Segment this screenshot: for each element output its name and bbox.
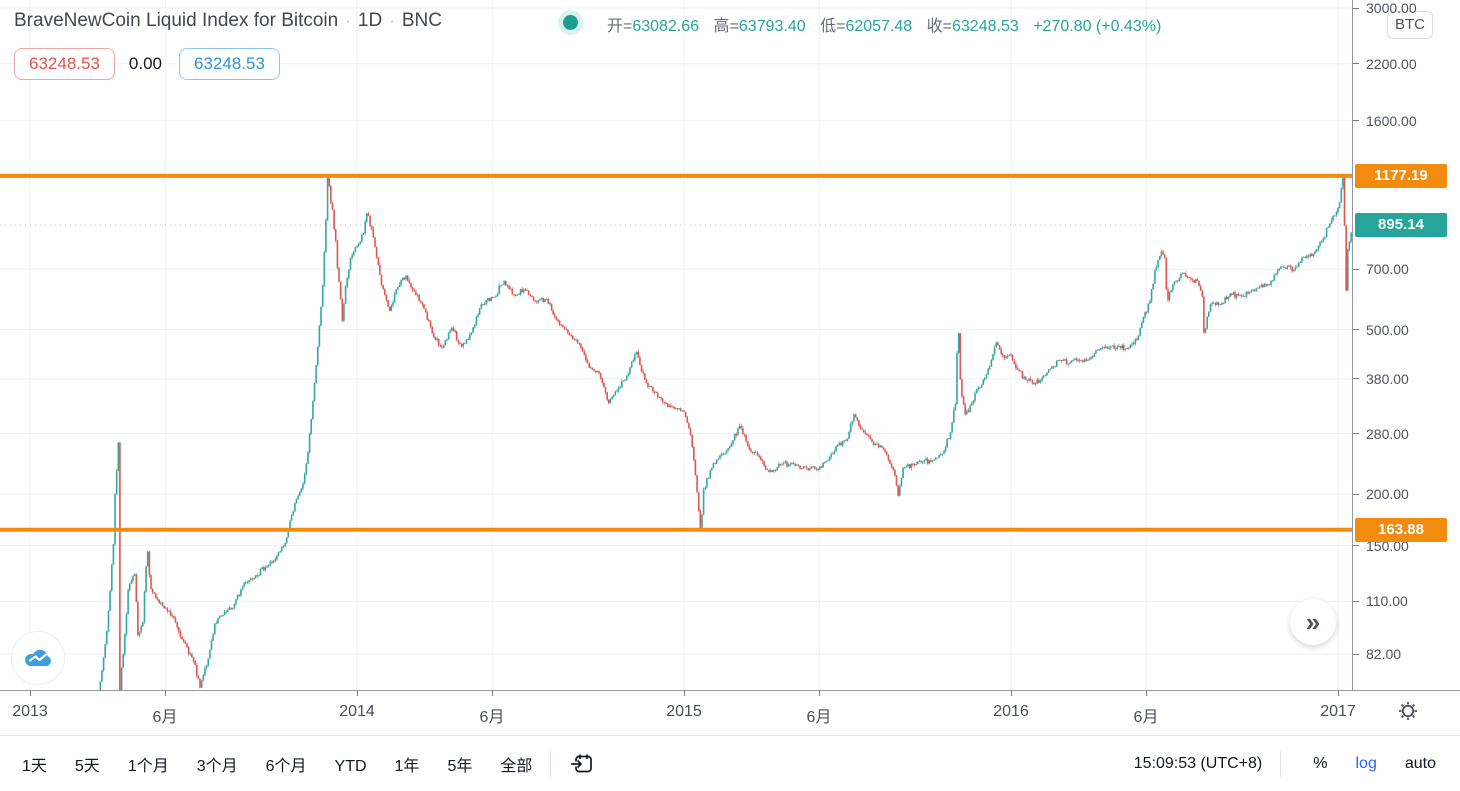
time-tick-mark (1011, 691, 1012, 696)
percent-scale-button[interactable]: % (1313, 754, 1328, 772)
price-tick-label: 500.00 (1366, 322, 1409, 338)
clock-display[interactable]: 15:09:53 (UTC+8) (1133, 754, 1263, 772)
go-to-date-button[interactable] (569, 752, 595, 776)
price-tick-mark (1353, 120, 1359, 121)
range-button-1个月[interactable]: 1个月 (127, 757, 169, 775)
high-label: 高= (713, 18, 739, 35)
level-price-label[interactable]: 1177.19 (1355, 164, 1447, 188)
bottom-toolbar: 1天 5天 1个月 3个月 6个月 YTD 1年 5年 全部 15:09:53 (UTC+8) … (0, 735, 1460, 791)
price-tick-label: 150.00 (1366, 538, 1409, 554)
time-tick-mark (1146, 691, 1147, 696)
price-tick-label: 200.00 (1366, 486, 1409, 502)
high-value: 63793.40 (738, 18, 806, 35)
time-tick-label[interactable]: 6月 (806, 709, 832, 726)
range-button-3个月[interactable]: 3个月 (196, 757, 238, 775)
price-tick-label: 280.00 (1366, 426, 1409, 442)
price-tick-mark (1353, 269, 1359, 270)
toolbar-divider (550, 750, 552, 777)
range-button-6个月[interactable]: 6个月 (265, 757, 307, 775)
bid-price-box[interactable]: 63248.53 (14, 48, 115, 80)
exchange-label[interactable]: BNC (401, 10, 442, 31)
price-tick-label: 2200.00 (1366, 56, 1417, 72)
price-tick-mark (1353, 63, 1359, 64)
time-axis[interactable]: 2013 6月 2014 6月 2015 6月 2016 6月 2017 (0, 690, 1460, 735)
price-axis[interactable]: BTC 3000.00 2200.00 1600.00 700.00 500.00 380… (1352, 0, 1460, 735)
spread-value: 0.00 (128, 54, 162, 73)
time-tick-label[interactable]: 2016 (993, 703, 1029, 720)
price-tick-mark (1353, 433, 1359, 434)
low-label: 低= (820, 18, 846, 35)
price-tick-label: 700.00 (1366, 261, 1409, 277)
currency-badge[interactable]: BTC (1387, 11, 1433, 39)
time-tick-mark (684, 691, 685, 696)
time-tick-mark (30, 691, 31, 696)
price-tick-label: 110.00 (1366, 593, 1408, 609)
title-separator: · (389, 11, 395, 30)
close-value: 63248.53 (952, 18, 1019, 35)
price-tick-mark (1353, 601, 1359, 602)
price-tick-mark (1353, 329, 1359, 330)
price-tick-label: 1600.00 (1366, 113, 1417, 129)
range-button-全部[interactable]: 全部 (500, 757, 533, 775)
open-label: 开= (607, 18, 633, 35)
open-value: 63082.66 (632, 18, 700, 35)
level-price-label[interactable]: 163.88 (1355, 518, 1447, 542)
range-button-1天[interactable]: 1天 (22, 757, 47, 775)
price-tick-mark (1353, 545, 1359, 546)
range-button-1年[interactable]: 1年 (394, 757, 420, 775)
gear-icon (1399, 702, 1417, 720)
range-buttons-group: 1天 5天 1个月 3个月 6个月 YTD 1年 5年 全部 (0, 752, 532, 776)
last-price-label[interactable]: 895.14 (1355, 213, 1447, 237)
scroll-right-button[interactable]: » (1290, 599, 1336, 645)
price-tick-label: 3000.00 (1366, 0, 1417, 16)
toolbar-right-group: 15:09:53 (UTC+8) % log auto (1133, 750, 1460, 777)
time-tick-mark (165, 691, 166, 696)
double-chevron-right-icon: » (1305, 607, 1321, 637)
time-tick-label[interactable]: 2013 (12, 703, 48, 720)
price-tick-label: 380.00 (1366, 371, 1409, 387)
title-separator: · (345, 11, 351, 30)
range-button-5天[interactable]: 5天 (74, 757, 100, 775)
time-tick-mark (819, 691, 820, 696)
change-value: +270.80 (+0.43%) (1033, 18, 1162, 35)
symbol-name[interactable]: BraveNewCoin Liquid Index for Bitcoin (14, 10, 339, 31)
time-tick-label[interactable]: 2014 (339, 703, 375, 720)
interval-label[interactable]: 1D (357, 10, 383, 31)
time-tick-mark (357, 691, 358, 696)
range-button-5年[interactable]: 5年 (447, 757, 473, 775)
time-tick-mark (1338, 691, 1339, 696)
low-value: 62057.48 (845, 18, 913, 35)
price-tick-label: 82.00 (1366, 646, 1402, 662)
provider-logo-button[interactable] (11, 631, 65, 685)
time-tick-label[interactable]: 6月 (479, 709, 505, 726)
price-tick-mark (1353, 494, 1359, 495)
toolbar-divider (1280, 750, 1282, 777)
calendar-arrow-icon (571, 754, 593, 772)
timezone-settings-button[interactable] (1396, 699, 1422, 725)
price-chart[interactable] (0, 0, 1352, 690)
log-scale-button[interactable]: log (1355, 754, 1377, 772)
time-tick-label[interactable]: 6月 (1133, 709, 1159, 726)
price-tick-mark (1353, 378, 1359, 379)
ohlc-values-row: 开=63082.66 高=63793.40 低=62057.48 收=63248… (607, 12, 1161, 36)
time-tick-label[interactable]: 2017 (1320, 703, 1356, 720)
auto-scale-button[interactable]: auto (1404, 754, 1436, 772)
market-status-dot-icon[interactable] (563, 15, 578, 30)
time-tick-label[interactable]: 6月 (152, 709, 178, 726)
cloud-chart-logo-icon (25, 649, 51, 667)
time-tick-label[interactable]: 2015 (666, 703, 702, 720)
price-tick-mark (1353, 654, 1359, 655)
range-button-YTD[interactable]: YTD (334, 757, 367, 775)
close-label: 收= (926, 18, 952, 35)
ask-price-box[interactable]: 63248.53 (179, 48, 280, 80)
time-tick-mark (492, 691, 493, 696)
symbol-title-row: BraveNewCoin Liquid Index for Bitcoin · 1D… (14, 10, 442, 32)
bid-ask-row: 63248.53 0.00 63248.53 (14, 48, 280, 80)
price-tick-mark (1353, 8, 1359, 9)
